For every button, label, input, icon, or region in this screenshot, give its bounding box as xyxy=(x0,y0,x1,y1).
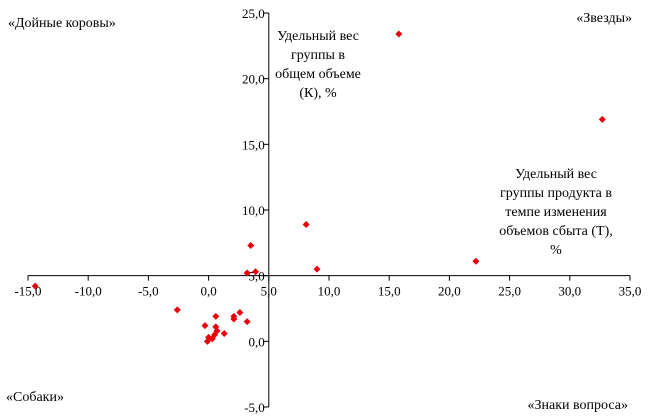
y-axis-title-line-1: Удельный вес xyxy=(277,29,359,44)
y-tick-label: 15,0 xyxy=(242,137,265,152)
x-tick-labels: -15,0 -10,0 -5,0 0,0 5,0 10,0 15,0 20,0 25,0 30,0… xyxy=(14,284,641,299)
x-tick-label: 5,0 xyxy=(261,284,277,299)
data-point xyxy=(31,282,39,290)
x-axis-title-line-1: Удельный вес xyxy=(515,167,597,182)
x-tick-label: -5,0 xyxy=(138,284,159,299)
x-axis-title-line-5: % xyxy=(550,243,562,258)
y-axis-title-line-3: общем объеме xyxy=(275,67,361,82)
quadrant-label-dogs: «Собаки» xyxy=(6,390,64,405)
y-tick-label: 25,0 xyxy=(242,6,265,21)
y-tick-label: 5,0 xyxy=(249,269,265,284)
data-point xyxy=(302,220,310,228)
x-axis-title-line-3: темпе изменения xyxy=(505,205,607,220)
y-tick-labels: -5,0 0,0 5,0 10,0 15,0 20,0 25,0 xyxy=(242,6,265,415)
x-tick-label: 10,0 xyxy=(318,284,341,299)
data-point xyxy=(243,269,251,277)
y-tick-label: 20,0 xyxy=(242,72,265,87)
data-point xyxy=(230,315,238,323)
data-point xyxy=(220,329,228,337)
quadrant-label-stars: «Звезды» xyxy=(576,11,632,26)
quadrant-label-question-marks: «Знаки вопроса» xyxy=(528,398,628,413)
x-tick-label: 15,0 xyxy=(378,284,401,299)
axes xyxy=(27,12,631,408)
x-tick-label: 25,0 xyxy=(498,284,521,299)
y-tick-label: -5,0 xyxy=(244,400,265,415)
data-point xyxy=(208,335,216,343)
data-point xyxy=(173,306,181,314)
x-axis-title-line-4: объемов сбыта (Т), xyxy=(499,224,613,239)
quadrant-label-cash-cows: «Дойные коровы» xyxy=(8,16,116,31)
data-point xyxy=(395,30,403,38)
y-axis-title-line-4: (К), % xyxy=(299,86,337,101)
data-point xyxy=(247,241,255,249)
x-tick-label: -10,0 xyxy=(75,284,102,299)
data-point xyxy=(313,265,321,273)
x-tick-label: 0,0 xyxy=(200,284,216,299)
x-axis-title-line-2: группы продукта в xyxy=(500,186,612,201)
data-point xyxy=(201,322,209,330)
x-tick-label: 35,0 xyxy=(619,284,642,299)
data-point xyxy=(203,337,211,345)
y-tick-label: 10,0 xyxy=(242,203,265,218)
y-axis-title-line-2: группы в xyxy=(291,48,345,63)
y-axis-title: Удельный вес группы в общем объеме (К), … xyxy=(275,29,361,101)
y-tick-label: 0,0 xyxy=(249,334,265,349)
data-point xyxy=(212,312,220,320)
x-axis-title: Удельный вес группы продукта в темпе изм… xyxy=(499,167,613,258)
x-tick-label: 20,0 xyxy=(438,284,461,299)
data-point xyxy=(243,318,251,326)
data-point xyxy=(252,268,260,276)
data-points xyxy=(31,30,606,345)
data-point xyxy=(598,115,606,123)
data-point xyxy=(472,257,480,265)
data-point xyxy=(236,308,244,316)
x-tick-label: 30,0 xyxy=(558,284,581,299)
